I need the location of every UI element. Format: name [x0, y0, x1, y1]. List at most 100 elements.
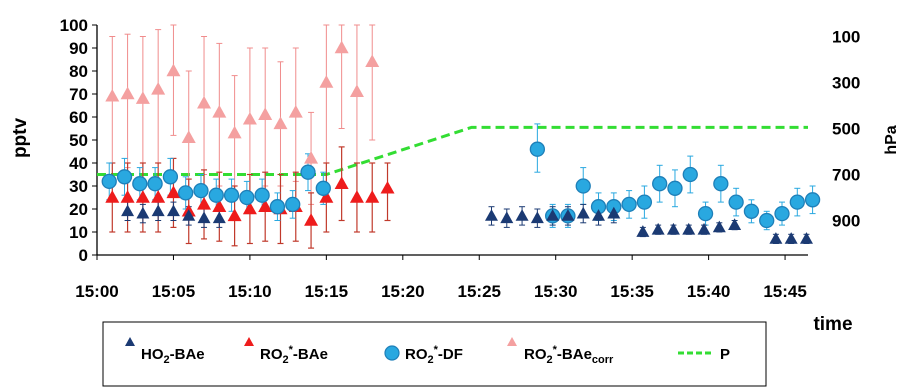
- ro2df-point: [529, 141, 546, 157]
- ro2df-point: [774, 205, 790, 222]
- ho2-point: [484, 209, 498, 221]
- y-left-tick-label: 40: [69, 154, 88, 173]
- ho2-point: [769, 232, 783, 244]
- legend-marker-ro2-corr: [507, 337, 517, 346]
- ro2df-point: [116, 169, 133, 185]
- y-left-tick-label: 90: [69, 39, 88, 58]
- ro2df-point: [285, 196, 301, 213]
- ro2corr-point: [135, 91, 150, 104]
- y-right-tick-label: 300: [832, 74, 860, 93]
- ro2df-point: [621, 196, 637, 213]
- ho2-point: [728, 218, 742, 230]
- x-tick-label: 15:20: [381, 282, 424, 301]
- y-right-tick-label: 500: [832, 120, 860, 139]
- ro2corr-point: [349, 84, 364, 97]
- plot-area: 0 10 20 30 40 50 60 70 80 90 100 100 300 500 700 900 15:…: [60, 16, 861, 301]
- ro2df-point: [804, 192, 821, 208]
- ro2corr-point: [365, 54, 380, 68]
- y-axis-title-right: hPa: [883, 125, 900, 154]
- ro2corr-point: [258, 107, 273, 120]
- x-tick-label: 15:05: [152, 282, 195, 301]
- y-left-tick-label: 100: [60, 16, 88, 35]
- legend-label-pressure: P: [720, 346, 730, 363]
- ro2df-point: [575, 178, 591, 194]
- ho2-point: [607, 206, 621, 219]
- ho2-point: [151, 204, 165, 217]
- ho2-point: [636, 225, 650, 237]
- ho2-point: [121, 204, 135, 217]
- ro2df-point: [269, 199, 286, 215]
- ro2df-point: [682, 166, 698, 183]
- ro2corr-point: [197, 95, 212, 109]
- legend-label-ro2-corr: RO2*-BAecorr: [524, 344, 614, 366]
- ro2corr-point: [105, 88, 120, 102]
- ro2df-point: [147, 176, 163, 192]
- ho2-point: [197, 211, 211, 224]
- ro2bae-point: [212, 199, 227, 212]
- ro2corr-point: [120, 86, 135, 100]
- ro2df-point: [789, 194, 805, 210]
- ro2bae-point: [304, 213, 319, 226]
- ho2-point: [166, 204, 180, 217]
- ro2corr-point: [334, 40, 349, 54]
- x-tick-label: 15:10: [228, 282, 271, 301]
- ro2bae-point: [197, 197, 212, 210]
- y-left-tick-label: 50: [69, 131, 88, 150]
- ro2bae-point: [120, 190, 135, 203]
- ho2-point: [576, 206, 590, 219]
- ro2bae-point: [105, 190, 120, 203]
- ro2df-point: [667, 180, 683, 196]
- ro2corr-point: [212, 105, 227, 118]
- ro2bae-point: [151, 190, 166, 203]
- ro2corr-point: [319, 75, 334, 88]
- ro2bae-point: [135, 190, 150, 203]
- legend-label-ro2-df: RO2*-DF: [405, 344, 463, 366]
- ho2-point: [592, 209, 606, 221]
- ho2-point: [799, 232, 813, 244]
- ho2-point: [682, 222, 696, 235]
- y-left-tick-label: 70: [69, 85, 88, 104]
- ro2df-point: [315, 180, 331, 196]
- ro2df-point: [728, 194, 744, 210]
- x-tick-label: 15:15: [305, 282, 348, 301]
- ro2df-point: [713, 176, 729, 192]
- ro2bae-point: [258, 199, 273, 212]
- ro2corr-point: [273, 116, 288, 130]
- x-tick-label: 15:45: [763, 282, 806, 301]
- ro2df-point: [254, 187, 270, 203]
- ho2-point: [666, 222, 680, 235]
- ro2df-point: [743, 203, 760, 219]
- y-left-tick-label: 20: [69, 200, 88, 219]
- ro2df-point: [101, 173, 117, 190]
- ro2corr-point: [181, 130, 196, 143]
- ro2corr-point: [227, 125, 242, 139]
- ho2-point: [651, 222, 665, 235]
- ro2bae-point: [319, 190, 334, 203]
- x-tick-label: 15:00: [75, 282, 118, 301]
- legend-marker-ro2-bae: [244, 337, 254, 346]
- y-axis-title-left: pptv: [10, 118, 31, 159]
- ho2-point: [712, 220, 726, 233]
- ro2df-point: [132, 176, 148, 192]
- ho2-point: [136, 206, 150, 219]
- x-axis-title: time: [813, 314, 852, 335]
- ro2df-point: [697, 205, 714, 222]
- ro2df-point: [193, 182, 209, 199]
- legend-label-ho2: HO2-BAe: [141, 346, 205, 366]
- y-left-tick-label: 60: [69, 108, 88, 127]
- ho2-point: [546, 209, 560, 221]
- ro2df-point: [208, 187, 224, 203]
- ho2-point: [697, 222, 711, 235]
- ro2df-point: [239, 189, 255, 206]
- x-tick-label: 15:35: [610, 282, 653, 301]
- ro2bae-point: [365, 190, 380, 203]
- ro2corr-point: [242, 111, 257, 125]
- y-left-tick-label: 0: [79, 246, 88, 265]
- legend: HO2-BAe RO2*-BAe RO2*-DF RO2*-BAecorr P: [102, 321, 767, 387]
- ro2df-point: [636, 194, 653, 210]
- ho2-point: [500, 211, 514, 224]
- legend-box: [102, 321, 767, 387]
- ho2-point: [561, 209, 575, 221]
- x-tick-label: 15:30: [534, 282, 577, 301]
